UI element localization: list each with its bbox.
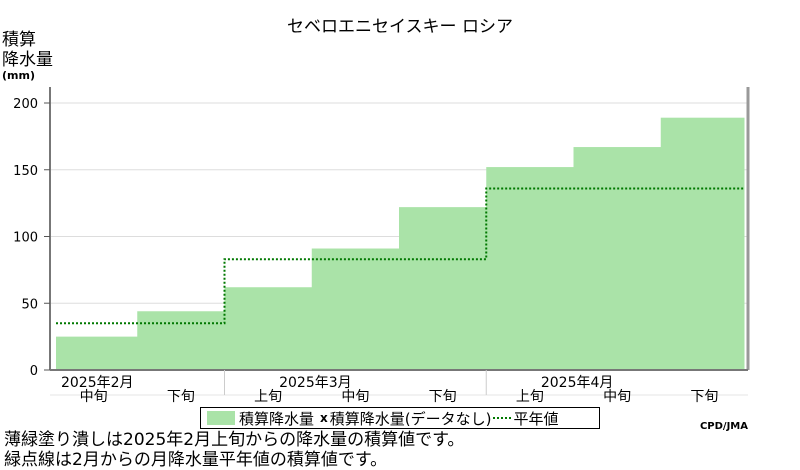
month-label-1: 2025年2月 — [61, 375, 134, 391]
y-axis-label-line1: 積算 — [2, 30, 36, 50]
x-axis: 中旬 下旬 上旬 中旬 下旬 上旬 中旬 下旬 2025年2月 2025年3月 2025年4月 — [50, 370, 748, 405]
bar-6 — [486, 167, 574, 370]
legend-x-marker: x — [320, 411, 328, 425]
bar-1 — [56, 336, 138, 370]
y-axis-ticks: 0 50 100 150 200 — [13, 97, 50, 379]
y-axis-unit: (mm) — [2, 69, 35, 82]
x-tick-label-2: 下旬 — [167, 389, 195, 405]
credit-label: CPD/JMA — [699, 421, 748, 432]
legend-label-accumulated: 積算降水量 — [239, 409, 315, 428]
month-label-3: 2025年4月 — [541, 375, 614, 391]
bar-4 — [311, 248, 400, 370]
note-line-2: 緑点線は2月からの月降水量平年値の積算値です。 — [4, 450, 388, 470]
x-tick-label-1: 中旬 — [80, 389, 108, 405]
x-tick-label-3: 上旬 — [254, 389, 282, 405]
accumulated-precipitation-series — [56, 117, 745, 370]
legend: 積算降水量 x 積算降水量(データなし) 平年値 — [200, 407, 600, 429]
x-tick-label-4: 中旬 — [341, 389, 369, 405]
bar-2 — [137, 311, 225, 370]
y-axis-label-line2: 降水量 — [2, 50, 53, 70]
y-tick-label: 100 — [13, 231, 38, 246]
bar-3 — [224, 287, 313, 370]
plot-frame — [49, 87, 750, 371]
x-tick-label-7: 中旬 — [603, 389, 631, 405]
legend-label-no-data: 積算降水量(データなし) — [329, 409, 492, 428]
chart-title: セベロエニセイスキー ロシア — [287, 17, 513, 37]
note-line-1: 薄緑塗り潰しは2025年2月上旬からの降水量の積算値です。 — [4, 430, 465, 450]
y-tick-label: 150 — [13, 164, 38, 179]
x-tick-label-6: 上旬 — [516, 389, 544, 405]
legend-dotted-line — [493, 417, 512, 419]
y-axis-label: 積算 降水量 (mm) — [2, 30, 53, 82]
y-tick-label: 0 — [30, 364, 38, 379]
y-tick-label: 50 — [21, 297, 38, 312]
bar-8 — [660, 117, 745, 370]
y-tick-label: 200 — [13, 97, 38, 112]
month-label-2: 2025年3月 — [279, 375, 352, 391]
x-tick-label-5: 下旬 — [429, 389, 457, 405]
bar-7 — [573, 147, 662, 370]
legend-swatch-accumulated — [207, 411, 235, 425]
normal-value-line — [56, 187, 744, 325]
legend-label-normal: 平年値 — [513, 409, 559, 428]
x-tick-label-8: 下旬 — [690, 389, 718, 405]
bar-5 — [399, 207, 487, 370]
